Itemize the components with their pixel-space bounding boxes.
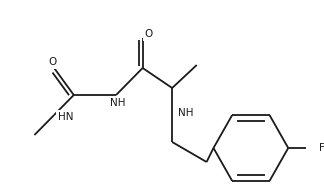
Text: O: O xyxy=(48,57,56,67)
Text: NH: NH xyxy=(110,98,126,108)
Text: O: O xyxy=(145,29,153,39)
Text: F: F xyxy=(319,143,324,153)
Text: HN: HN xyxy=(58,112,74,122)
Text: NH: NH xyxy=(178,108,193,118)
